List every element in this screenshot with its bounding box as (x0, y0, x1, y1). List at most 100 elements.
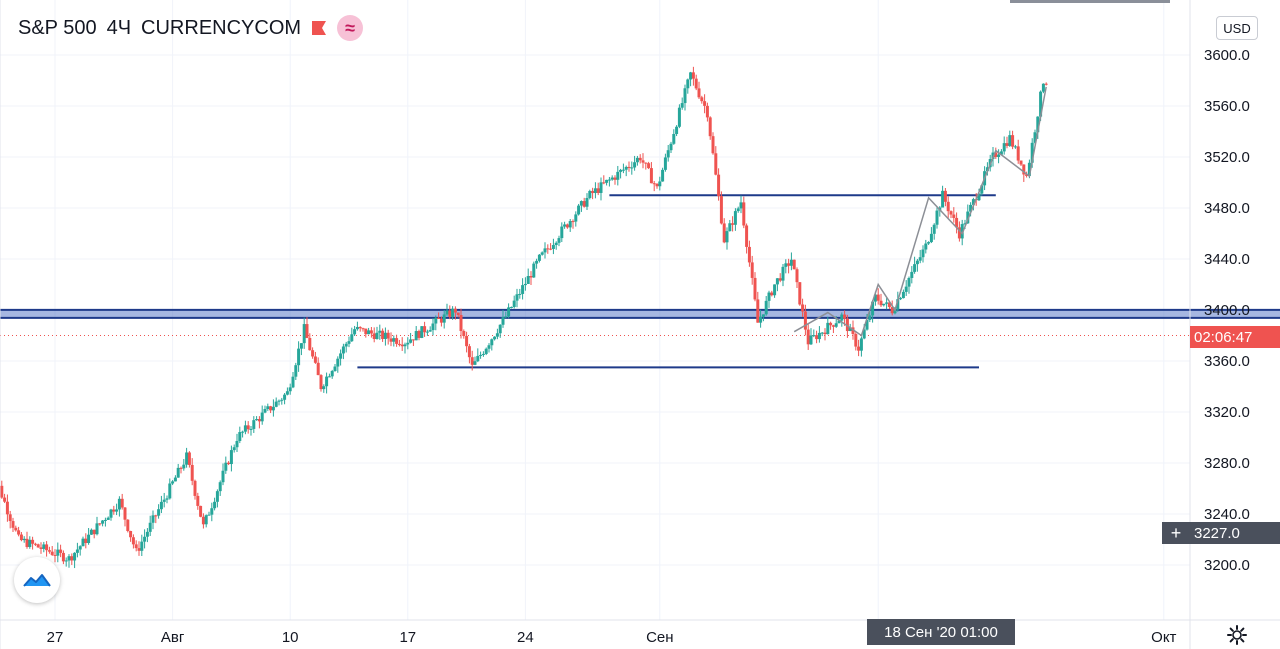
candle-body (504, 316, 508, 318)
candle-body (873, 294, 877, 302)
candle-body (190, 464, 194, 481)
crosshair-time-tag: 18 Сен '20 01:00 (867, 619, 1015, 645)
compare-wave-icon[interactable]: ≈ (337, 15, 364, 41)
candle-body (364, 328, 368, 335)
candle-body (101, 520, 105, 524)
candle-body (747, 246, 751, 263)
candle-body (389, 338, 393, 342)
candle-body (526, 276, 530, 284)
tradingview-logo-icon[interactable] (14, 557, 60, 603)
candle-body (725, 231, 729, 243)
candle-body (120, 498, 124, 508)
candle-body (935, 210, 939, 225)
candle-body (159, 501, 163, 510)
candle-body (523, 283, 527, 286)
candle-body (123, 507, 127, 520)
zigzag-drawing (793, 86, 1047, 337)
candle-body (271, 406, 275, 411)
candle-body (739, 202, 743, 209)
candle-body (703, 101, 707, 106)
candle-body (672, 133, 676, 144)
candle-body (73, 552, 77, 561)
candle-body (952, 214, 956, 218)
candle-body (339, 353, 343, 359)
candle-body (409, 339, 413, 343)
top-scroll-strip (1010, 0, 1170, 3)
candle-body (17, 530, 21, 535)
symbol-title[interactable]: S&P 500 4Ч CURRENCYCOM ≈ (18, 14, 364, 42)
candle-body (187, 452, 191, 465)
candle-body (302, 324, 306, 344)
candle-body (201, 516, 205, 525)
x-tick-label: 17 (399, 629, 416, 646)
candle-body (759, 316, 763, 323)
candle-body (129, 531, 133, 538)
candle-body (19, 534, 23, 541)
candle-body (845, 318, 849, 332)
candle-body (1041, 83, 1045, 92)
candle-body (428, 330, 432, 332)
candle-body (745, 225, 749, 247)
settings-gear-icon[interactable] (1224, 622, 1250, 648)
candle-body (283, 394, 287, 400)
candle-body (509, 306, 513, 308)
candle-body (179, 467, 183, 469)
candle-body (859, 338, 863, 351)
candle-body (417, 331, 421, 338)
candle-body (344, 343, 348, 347)
candle-body (325, 376, 329, 387)
candle-body (305, 324, 309, 338)
candle-body (879, 300, 883, 306)
candle-body (683, 88, 687, 104)
x-tick-label: Авг (161, 629, 185, 646)
candle-body (714, 153, 718, 175)
x-tick-label: Сен (646, 629, 673, 646)
candle-body (67, 556, 71, 561)
candle-body (901, 291, 905, 299)
candle-body (481, 353, 485, 355)
candle-body (549, 248, 553, 250)
currency-button[interactable]: USD (1216, 16, 1258, 40)
candle-body (11, 521, 15, 528)
candle-body (95, 523, 99, 535)
candle-body (963, 223, 967, 225)
candle-body (862, 329, 866, 339)
crosshair-plus-icon[interactable]: + (1162, 522, 1190, 544)
candle-body (731, 223, 735, 225)
candle-body (484, 348, 488, 354)
candle-body (294, 365, 298, 377)
candle-body (840, 314, 844, 321)
candle-body (171, 481, 175, 484)
candle-body (308, 337, 312, 351)
candle-body (543, 248, 547, 253)
candle-body (621, 169, 625, 171)
candle-body (501, 317, 505, 325)
candle-body (781, 266, 785, 281)
candle-body (467, 346, 471, 358)
candle-body (381, 330, 385, 339)
candle-body (644, 162, 648, 164)
candle-body (812, 335, 816, 337)
candle-body (624, 166, 628, 170)
candle-body (957, 227, 961, 239)
candle-body (168, 483, 172, 499)
candle-body (960, 224, 964, 239)
candle-body (143, 536, 147, 542)
candle-body (327, 376, 331, 378)
candle-body (263, 408, 267, 413)
candle-body (439, 318, 443, 323)
candle-body (1030, 142, 1034, 163)
candle-body (5, 501, 9, 515)
candle-body (316, 362, 320, 376)
candle-body (915, 260, 919, 265)
candle-body (330, 371, 334, 377)
symbol-name[interactable]: S&P 500 (18, 16, 97, 39)
candle-body (896, 299, 900, 310)
y-tick-label: 3480.0 (1204, 200, 1250, 217)
candle-body (507, 307, 511, 317)
interval-label[interactable]: 4Ч (106, 16, 132, 39)
candle-body (266, 406, 270, 409)
candle-body (397, 343, 401, 345)
candle-body (803, 311, 807, 330)
